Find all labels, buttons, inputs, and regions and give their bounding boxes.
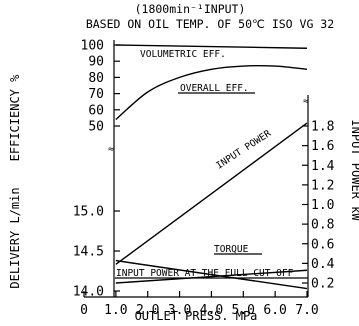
x-tick-label: 7.0 [295, 303, 318, 318]
overall-eff-label: OVERALL EFF. [180, 83, 249, 94]
delivery-tick-label: 15.0 [73, 205, 104, 220]
x-axis-label: OUTLET PRESS. MPa [135, 309, 258, 323]
x-tick-label: 1.0 [104, 303, 127, 318]
efficiency-axis-label: EFFICIENCY % [8, 74, 22, 161]
efficiency-tick-label: 80 [88, 71, 104, 86]
torque-label: TORQUE [214, 244, 249, 255]
input-power-full-cutoff-label: INPUT POWER AT THE FULL CUT OFF [116, 268, 294, 279]
power-tick-label: 1.0 [311, 198, 334, 213]
power-tick-label: 0.4 [311, 257, 335, 272]
delivery-axis-label: DELIVERY L/min [8, 187, 22, 288]
power-tick-label: 1.2 [311, 178, 334, 193]
efficiency-tick-label: 60 [88, 103, 104, 118]
power-tick-label: 1.8 [311, 120, 334, 135]
input-power-full-cutoff-line [115, 269, 308, 284]
input-power-line [115, 122, 308, 265]
x-tick-label: 5.0 [232, 303, 255, 318]
x-tick-label: 4.0 [200, 303, 223, 318]
efficiency-tick-label: 100 [81, 39, 104, 54]
torque-line [115, 259, 308, 290]
x-tick-label: 0 [80, 303, 88, 318]
right-axis-break-mark: ≈ [303, 96, 309, 107]
x-tick-label: 3.0 [168, 303, 191, 318]
volumetric-eff-label: VOLUMETRIC EFF. [140, 49, 226, 60]
efficiency-tick-label: 90 [88, 55, 104, 70]
x-tick-label: 2.0 [136, 303, 159, 318]
left-axis-break-mark: ≈ [108, 144, 114, 155]
delivery-tick-label: 14.5 [73, 245, 104, 260]
chart-title: (1800min⁻¹INPUT) [135, 2, 246, 16]
power-tick-label: 0.2 [311, 277, 334, 292]
efficiency-tick-label: 50 [88, 120, 104, 135]
power-tick-label: 0.6 [311, 237, 334, 252]
power-tick-label: 1.6 [311, 139, 334, 154]
overall-eff-curve [115, 64, 308, 121]
input-power-label: INPUT POWER [214, 128, 273, 172]
x-tick-label: 6.0 [263, 303, 286, 318]
chart-subtitle: BASED ON OIL TEMP. OF 50℃ ISO VG 32 [86, 17, 334, 31]
power-tick-label: 0.8 [311, 218, 334, 233]
efficiency-tick-label: 70 [88, 87, 104, 102]
volumetric-eff-line [115, 44, 308, 49]
right-axis-label: INPUT POWER kW [349, 119, 359, 221]
power-tick-label: 1.4 [311, 159, 335, 174]
delivery-tick-label: 14.0 [73, 285, 104, 300]
